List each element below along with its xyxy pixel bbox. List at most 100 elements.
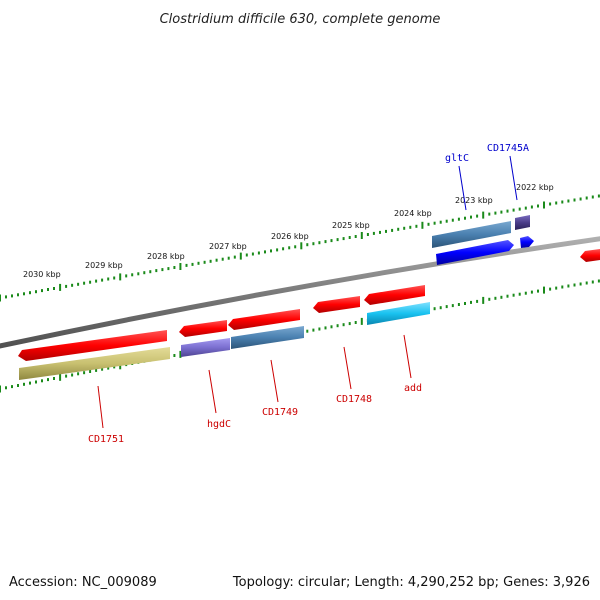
inner-tick: [537, 289, 539, 293]
inner-tick: [35, 380, 37, 384]
cds-bar-cd1751[interactable]: [19, 347, 170, 380]
outer-tick: [597, 194, 600, 198]
outer-tick: [397, 227, 400, 231]
kbp-scale-labels: 2030 kbp 2029 kbp 2028 kbp 2027 kbp 2026…: [23, 183, 554, 279]
inner-tick: [543, 286, 545, 294]
outer-tick: [470, 215, 472, 219]
gene-arrow-offscreen[interactable]: [580, 249, 600, 262]
outer-tick: [179, 263, 182, 270]
gene-label-cd1749[interactable]: CD1749: [262, 407, 298, 418]
inner-tick: [53, 377, 55, 380]
outer-tick: [233, 255, 236, 259]
kbp-label: 2030 kbp: [23, 270, 61, 279]
outer-tick: [318, 241, 321, 245]
outer-tick: [385, 229, 387, 233]
outer-tick: [221, 257, 224, 261]
outer-tick: [47, 288, 49, 291]
gene-label-gltc[interactable]: gltC: [445, 153, 469, 164]
outer-tick: [543, 201, 545, 209]
cds-bar-add[interactable]: [367, 302, 430, 325]
gene-label-add[interactable]: add: [404, 383, 422, 394]
map-title: Clostridium difficile 630, complete geno…: [160, 12, 441, 27]
outer-tick: [451, 218, 454, 222]
outer-tick: [270, 249, 272, 253]
outer-tick: [294, 245, 297, 249]
cds-bar-cd1749[interactable]: [231, 326, 304, 349]
leader-add: [403, 334, 412, 379]
outer-tick: [276, 248, 279, 252]
inner-tick: [59, 373, 62, 381]
outer-tick: [360, 232, 363, 239]
gene-arrow-hgdc[interactable]: [179, 320, 227, 337]
kbp-label: 2026 kbp: [271, 232, 309, 241]
inner-tick: [29, 381, 31, 385]
inner-tick: [89, 370, 92, 373]
outer-tick: [95, 279, 98, 283]
inner-tick: [360, 317, 363, 325]
outer-tick: [324, 240, 327, 244]
inner-tick: [573, 283, 576, 287]
outer-tick: [372, 231, 375, 235]
inner-tick: [83, 371, 86, 375]
outer-tick: [35, 290, 37, 294]
inner-tick: [17, 384, 19, 387]
inner-tick: [561, 285, 564, 289]
inner-tick: [312, 328, 315, 332]
outer-tick: [391, 228, 394, 232]
inner-tick: [95, 368, 98, 372]
inner-tick: [318, 327, 321, 331]
gene-arrow-gltc[interactable]: [436, 240, 514, 265]
outer-tick: [561, 200, 564, 204]
inner-tick: [494, 296, 497, 300]
inner-tick: [65, 374, 68, 378]
gene-arrow-add[interactable]: [364, 285, 425, 305]
inner-tick: [506, 294, 509, 298]
inner-tick: [597, 279, 600, 283]
inner-tick: [482, 296, 485, 304]
outer-tick: [403, 226, 406, 230]
outer-tick: [439, 220, 442, 224]
outer-tick: [579, 197, 582, 201]
genome-backbone: [0, 236, 600, 349]
outer-tick: [506, 209, 509, 213]
outer-tick: [65, 284, 68, 288]
outer-tick: [409, 225, 412, 229]
gene-arrow-cd1748[interactable]: [313, 296, 360, 313]
outer-tick: [173, 266, 176, 269]
kbp-label: 2028 kbp: [147, 252, 185, 261]
cds-bar-cd1745a[interactable]: [515, 215, 530, 230]
outer-tick: [203, 260, 206, 264]
inner-tick: [530, 290, 533, 294]
gene-label-cd1745a[interactable]: CD1745A: [487, 143, 529, 154]
outer-tick: [421, 221, 424, 229]
outer-tick: [197, 261, 200, 265]
cds-bar-gltc[interactable]: [432, 221, 511, 248]
gene-arrow-cd1745a[interactable]: [520, 236, 534, 248]
gene-arrow-cd1749[interactable]: [228, 309, 300, 330]
inner-tick: [591, 280, 594, 284]
outer-tick: [209, 259, 212, 263]
outer-tick: [415, 224, 418, 228]
gene-labels: CD1751 hgdC CD1749 CD1748 add gltC CD174…: [88, 143, 529, 445]
gene-label-hgdc[interactable]: hgdC: [207, 419, 231, 430]
inner-tick: [324, 326, 327, 330]
outer-tick: [143, 271, 146, 275]
outer-tick: [433, 221, 436, 225]
outer-tick: [191, 262, 194, 266]
inner-tick: [439, 306, 442, 310]
gene-label-cd1751[interactable]: CD1751: [88, 434, 124, 445]
inner-tick: [512, 293, 515, 297]
outer-tick: [125, 274, 128, 278]
cds-bar-hgdc[interactable]: [181, 338, 230, 357]
gene-arrow-cd1751[interactable]: [18, 330, 167, 361]
outer-tick: [567, 199, 570, 203]
leader-hgdc: [208, 369, 217, 414]
outer-tick: [185, 263, 188, 267]
inner-tick: [555, 286, 558, 290]
gene-label-cd1748[interactable]: CD1748: [336, 394, 372, 405]
outer-tick: [379, 230, 381, 234]
outer-tick: [17, 293, 19, 297]
genome-summary-text: Topology: circular; Length: 4,290,252 bp…: [232, 575, 590, 590]
inner-tick: [500, 295, 503, 299]
